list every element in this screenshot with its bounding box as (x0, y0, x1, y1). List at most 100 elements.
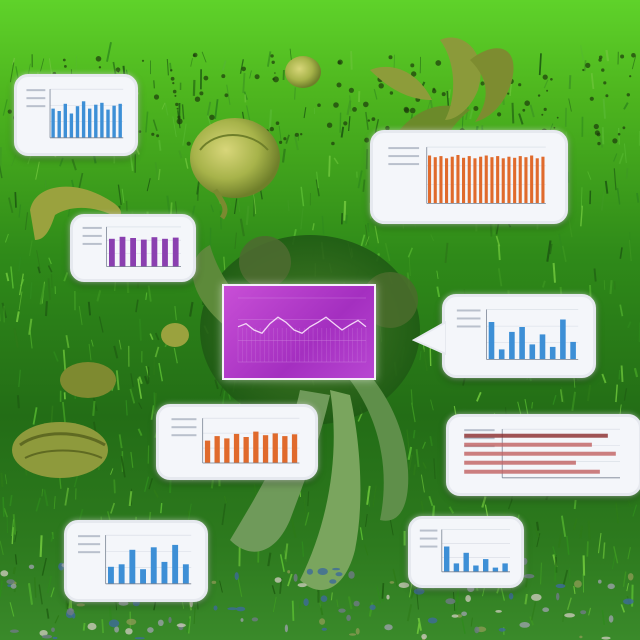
speckle (62, 58, 66, 62)
grass-blade (273, 596, 277, 613)
bar (539, 334, 546, 360)
bar (88, 108, 92, 138)
bar (463, 552, 469, 572)
grass-blade (367, 223, 370, 233)
grass-blade (129, 388, 136, 404)
bar (172, 544, 179, 584)
grass-blade (619, 304, 624, 317)
grass-blade (419, 351, 422, 361)
grass-blade (316, 171, 320, 189)
grass-blade (294, 87, 296, 100)
speckle (186, 141, 191, 146)
grass-blade (0, 580, 3, 597)
grass-blade (24, 469, 28, 476)
grass-blade (113, 479, 116, 494)
grass-blade (303, 107, 307, 119)
panel-pointer (412, 320, 446, 356)
speckle (378, 83, 384, 89)
bar (130, 238, 136, 267)
speckle (524, 100, 530, 106)
grass-blade (3, 507, 9, 518)
pebble (134, 637, 145, 640)
grass-blade (344, 214, 348, 224)
grass-blade (35, 497, 41, 512)
grass-blade (48, 257, 52, 265)
grass-blade (364, 544, 369, 556)
grass-blade (299, 598, 302, 609)
pebble (386, 594, 390, 600)
grass-blade (18, 291, 23, 311)
grass-blade (461, 618, 466, 634)
grass-blade (568, 75, 572, 90)
grass-blade (113, 345, 119, 359)
speckle (194, 96, 201, 102)
grass-blade (12, 57, 16, 65)
bar (63, 103, 67, 138)
grass-blade (330, 592, 333, 601)
grass-blade (348, 116, 351, 132)
bar (444, 546, 450, 572)
grass-blade (359, 527, 364, 541)
grass-blade (616, 188, 621, 205)
grass-blade (535, 521, 540, 531)
grass-blade (182, 123, 187, 146)
grass-blade (365, 111, 369, 130)
grass-blade (2, 99, 8, 116)
speckle (269, 126, 274, 132)
speckle (117, 71, 120, 73)
speckle (598, 58, 602, 62)
grass-blade (365, 149, 369, 170)
speckle (543, 107, 547, 111)
chart-panel-lower-right-plot (464, 428, 620, 479)
chart-panel-bottom-right (408, 516, 524, 588)
grass-blade (587, 171, 592, 180)
grass-blade (552, 262, 556, 283)
grass-blade (374, 225, 379, 244)
bar (490, 157, 494, 204)
pebble (355, 628, 360, 635)
text-line-mark (464, 451, 616, 456)
pebble (319, 618, 326, 625)
grass-blade (615, 502, 619, 524)
label-stroke (171, 418, 197, 421)
grass-blade (366, 485, 371, 505)
bar (433, 157, 437, 204)
label-stroke (171, 434, 197, 437)
speckle (603, 81, 607, 85)
grass-blade (172, 116, 177, 138)
grass-blade (609, 280, 613, 295)
grass-blade (407, 446, 413, 461)
grass-blade (339, 112, 342, 133)
pebble (108, 619, 120, 628)
grass-blade (9, 62, 15, 83)
grass-blade (617, 127, 621, 145)
speckle (612, 138, 618, 144)
grass-blade (18, 256, 22, 272)
bar (51, 108, 55, 138)
bar (496, 156, 500, 204)
grass-blade (121, 188, 125, 204)
bar (453, 563, 460, 572)
bar (106, 109, 110, 138)
grass-blade (24, 212, 29, 230)
grass-blade (38, 584, 43, 605)
speckle (542, 74, 548, 80)
bar (233, 433, 240, 463)
pebble (52, 636, 58, 640)
speckle (254, 74, 260, 80)
speckle (518, 83, 522, 87)
grass-blade (373, 88, 378, 100)
speckle (410, 63, 415, 68)
grass-blade (65, 335, 70, 349)
grass-blade (346, 100, 352, 116)
label-stroke (464, 437, 495, 440)
grass-blade (623, 102, 629, 110)
label-stroke (388, 163, 420, 166)
pebble (147, 627, 154, 633)
grass-blade (604, 180, 609, 194)
grass-blade (144, 476, 150, 492)
grass-blade (586, 384, 592, 402)
grass-blade (560, 515, 567, 537)
bar (513, 157, 517, 204)
grass-blade (114, 280, 116, 291)
